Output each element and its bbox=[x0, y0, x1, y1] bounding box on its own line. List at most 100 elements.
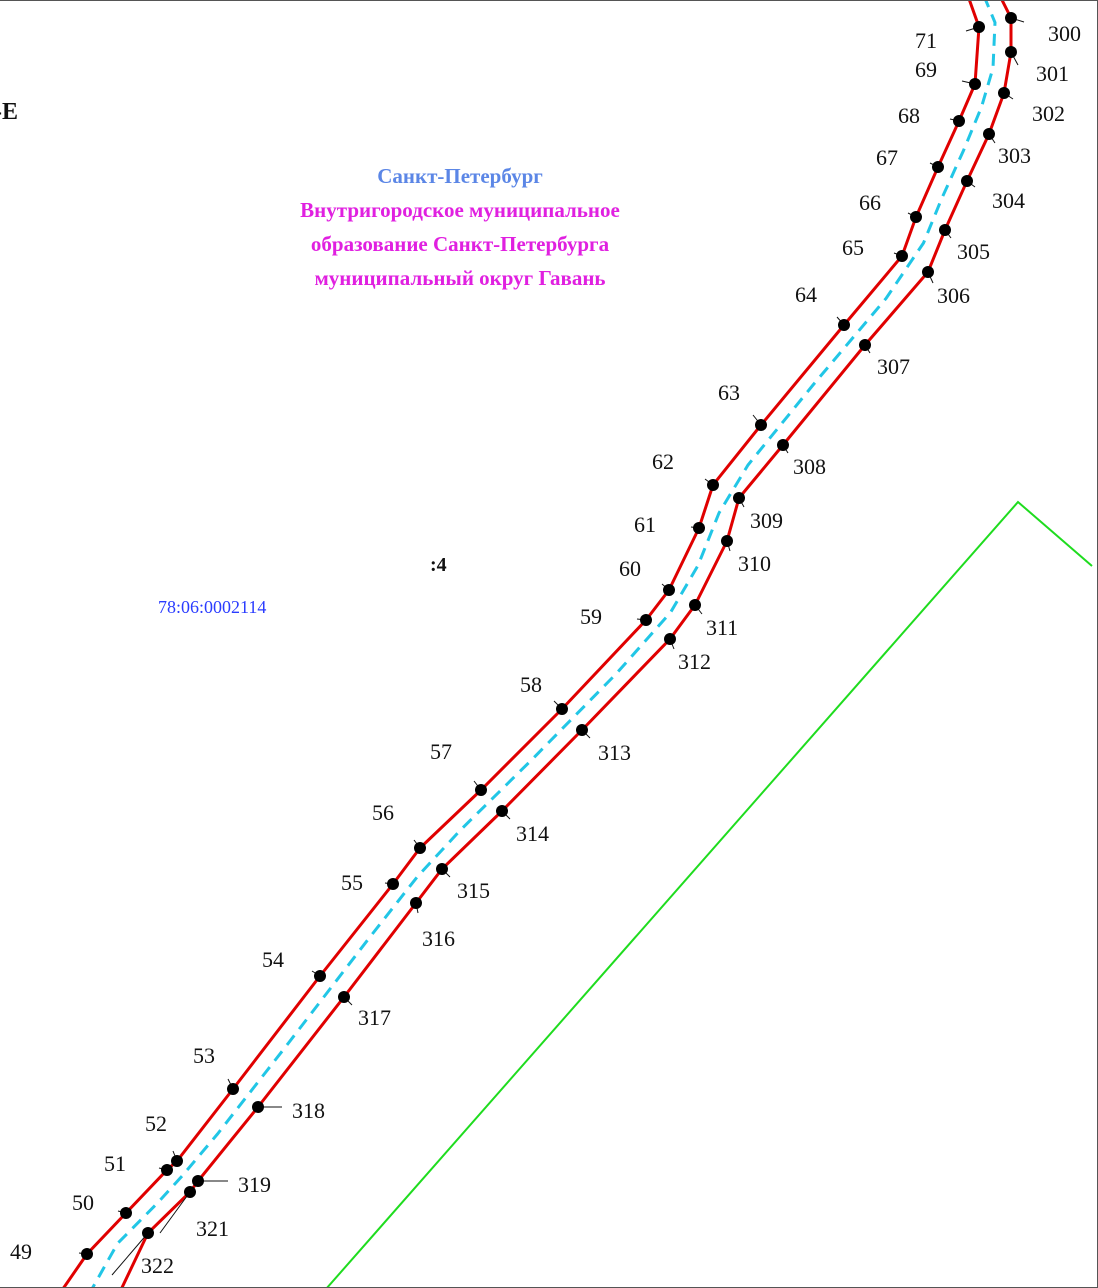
boundary-point-61: 61 bbox=[634, 512, 705, 537]
point-marker bbox=[184, 1186, 196, 1198]
point-marker bbox=[983, 128, 995, 140]
point-marker bbox=[859, 339, 871, 351]
boundary-point-312: 312 bbox=[664, 633, 711, 674]
point-marker bbox=[227, 1083, 239, 1095]
point-label: 302 bbox=[1032, 101, 1065, 126]
point-marker bbox=[161, 1164, 173, 1176]
cadastral-block-label: 78:06:0002114 bbox=[158, 597, 267, 617]
point-label: 57 bbox=[430, 739, 452, 764]
point-marker bbox=[693, 522, 705, 534]
point-label: 303 bbox=[998, 143, 1031, 168]
point-label: 59 bbox=[580, 604, 602, 629]
boundary-point-304: 304 bbox=[961, 175, 1025, 213]
boundary-point-310: 310 bbox=[721, 535, 771, 576]
boundary-point-311: 311 bbox=[689, 599, 738, 640]
point-label: 61 bbox=[634, 512, 656, 537]
point-marker bbox=[998, 87, 1010, 99]
point-marker bbox=[1005, 12, 1017, 24]
boundary-point-319: 319 bbox=[192, 1172, 271, 1197]
point-label: 67 bbox=[876, 145, 898, 170]
header-fragment: -E bbox=[0, 99, 18, 125]
point-label: 54 bbox=[262, 947, 284, 972]
point-label: 316 bbox=[422, 926, 455, 951]
point-marker bbox=[932, 161, 944, 173]
point-label: 64 bbox=[795, 282, 817, 307]
centerline bbox=[91, 1, 997, 1287]
point-label: 305 bbox=[957, 239, 990, 264]
boundary-point-301: 301 bbox=[1005, 46, 1069, 86]
point-marker bbox=[777, 439, 789, 451]
point-marker bbox=[496, 805, 508, 817]
point-label: 307 bbox=[877, 354, 910, 379]
point-marker bbox=[707, 479, 719, 491]
boundary-point-55: 55 bbox=[341, 870, 399, 895]
point-label: 66 bbox=[859, 190, 881, 215]
point-label: 317 bbox=[358, 1005, 391, 1030]
point-label: 313 bbox=[598, 740, 631, 765]
point-label: 312 bbox=[678, 649, 711, 674]
point-marker bbox=[252, 1101, 264, 1113]
point-label: 58 bbox=[520, 672, 542, 697]
boundary-point-68: 68 bbox=[898, 103, 965, 128]
boundary-point-49: 49 bbox=[10, 1239, 93, 1264]
parcel-outline bbox=[326, 500, 1093, 1287]
point-label: 318 bbox=[292, 1098, 325, 1123]
point-marker bbox=[664, 633, 676, 645]
point-label: 300 bbox=[1048, 21, 1081, 46]
boundary-point-303: 303 bbox=[983, 128, 1031, 168]
boundary-point-69: 69 bbox=[915, 57, 981, 90]
point-marker bbox=[410, 897, 422, 909]
point-label: 68 bbox=[898, 103, 920, 128]
boundary-point-318: 318 bbox=[252, 1098, 325, 1123]
point-label: 49 bbox=[10, 1239, 32, 1264]
quarter-label: :4 bbox=[430, 554, 447, 576]
point-label: 51 bbox=[104, 1151, 126, 1176]
point-label: 319 bbox=[238, 1172, 271, 1197]
boundary-point-315: 315 bbox=[436, 863, 490, 903]
point-label: 311 bbox=[706, 615, 738, 640]
boundary-point-63: 63 bbox=[718, 380, 767, 431]
leader-line bbox=[159, 1191, 191, 1234]
point-label: 315 bbox=[457, 878, 490, 903]
boundary-point-308: 308 bbox=[777, 439, 826, 479]
point-marker bbox=[910, 211, 922, 223]
point-marker bbox=[689, 599, 701, 611]
point-marker bbox=[733, 492, 745, 504]
boundary-point-56: 56 bbox=[372, 800, 426, 854]
municipality-line-1: Внутригородское муниципальное bbox=[300, 198, 620, 222]
municipality-line-2: образование Санкт-Петербурга bbox=[310, 232, 610, 256]
point-marker bbox=[721, 535, 733, 547]
point-marker bbox=[576, 724, 588, 736]
point-label: 322 bbox=[141, 1253, 174, 1278]
boundary-point-67: 67 bbox=[876, 145, 944, 173]
boundary-point-316: 316 bbox=[410, 897, 455, 951]
boundary-point-305: 305 bbox=[939, 224, 990, 264]
boundary-point-71: 71 bbox=[915, 21, 985, 53]
point-marker bbox=[436, 863, 448, 875]
boundary-point-53: 53 bbox=[193, 1043, 239, 1095]
boundary-point-58: 58 bbox=[520, 672, 568, 715]
boundary-point-57: 57 bbox=[430, 739, 487, 796]
point-marker bbox=[475, 784, 487, 796]
point-marker bbox=[120, 1207, 132, 1219]
point-marker bbox=[414, 842, 426, 854]
point-label: 301 bbox=[1036, 61, 1069, 86]
point-marker bbox=[953, 115, 965, 127]
leader-line bbox=[111, 1232, 149, 1276]
boundary-point-50: 50 bbox=[72, 1190, 132, 1219]
point-label: 306 bbox=[937, 283, 970, 308]
boundary-point-314: 314 bbox=[496, 805, 549, 846]
boundary-point-64: 64 bbox=[795, 282, 850, 331]
point-label: 53 bbox=[193, 1043, 215, 1068]
boundary-point-65: 65 bbox=[842, 235, 908, 262]
boundary-point-52: 52 bbox=[145, 1111, 183, 1167]
boundary-point-309: 309 bbox=[733, 492, 783, 533]
boundary-point-307: 307 bbox=[859, 339, 910, 379]
point-marker bbox=[896, 250, 908, 262]
point-label: 304 bbox=[992, 188, 1025, 213]
point-label: 55 bbox=[341, 870, 363, 895]
point-label: 69 bbox=[915, 57, 937, 82]
point-label: 62 bbox=[652, 449, 674, 474]
boundary-point-306: 306 bbox=[922, 266, 970, 308]
